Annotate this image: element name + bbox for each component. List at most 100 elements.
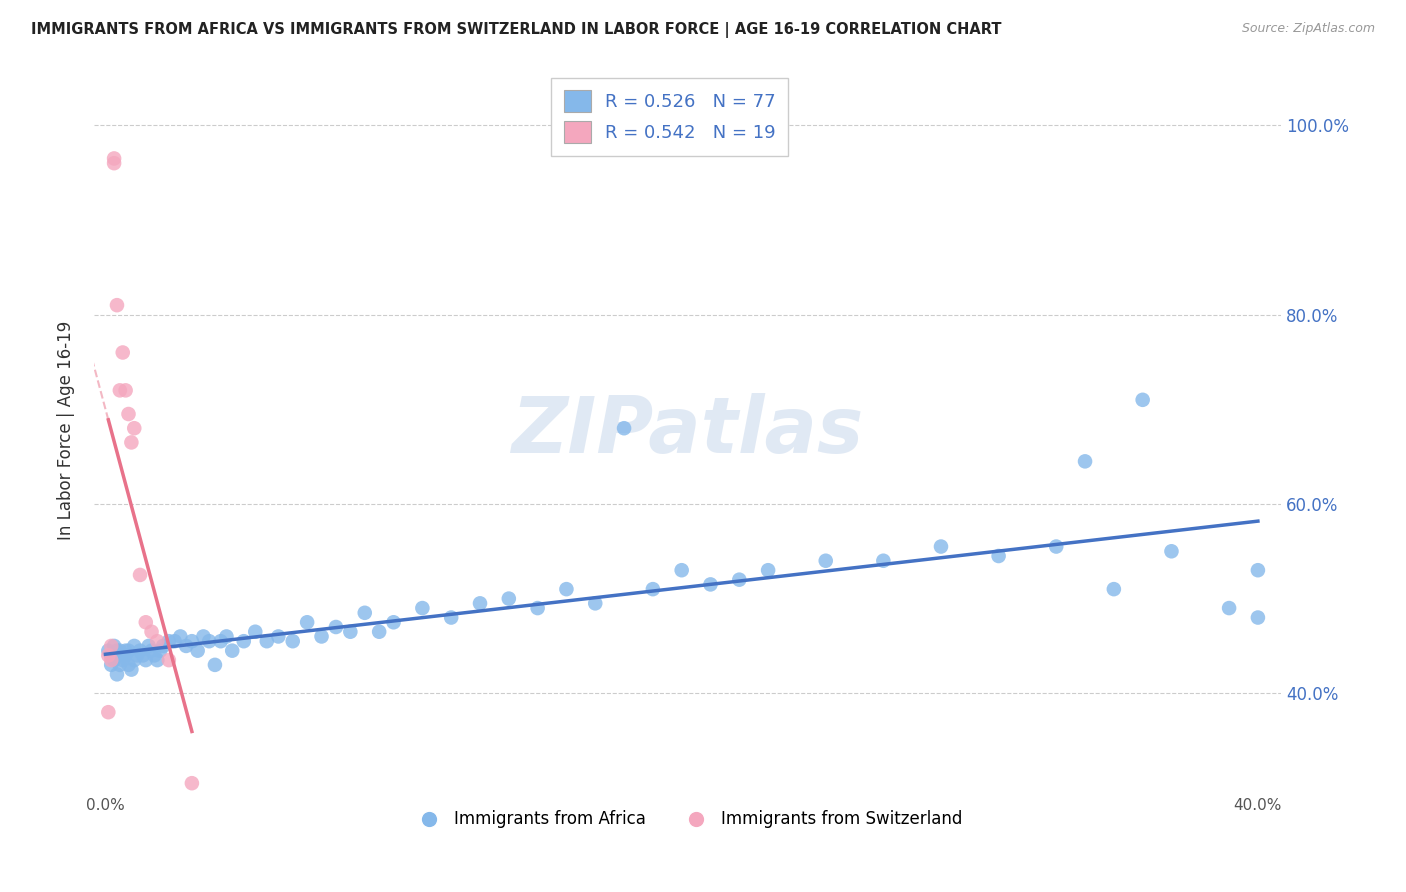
Point bbox=[198, 634, 221, 648]
Point bbox=[339, 624, 361, 639]
Point bbox=[105, 667, 128, 681]
Point bbox=[97, 705, 120, 719]
Point bbox=[114, 384, 136, 398]
Point bbox=[267, 630, 290, 644]
Point bbox=[1102, 582, 1125, 596]
Point bbox=[100, 648, 122, 663]
Point bbox=[728, 573, 751, 587]
Point bbox=[193, 630, 215, 644]
Point bbox=[232, 634, 254, 648]
Point bbox=[135, 615, 157, 630]
Point bbox=[1132, 392, 1154, 407]
Point bbox=[146, 634, 169, 648]
Point bbox=[180, 634, 202, 648]
Point bbox=[129, 643, 152, 657]
Point bbox=[117, 407, 139, 421]
Point bbox=[1247, 610, 1270, 624]
Point bbox=[127, 648, 149, 663]
Point bbox=[498, 591, 520, 606]
Point bbox=[814, 554, 837, 568]
Point bbox=[135, 653, 157, 667]
Point bbox=[152, 639, 174, 653]
Point bbox=[311, 630, 333, 644]
Point bbox=[671, 563, 693, 577]
Point bbox=[281, 634, 304, 648]
Point bbox=[103, 653, 125, 667]
Point bbox=[699, 577, 721, 591]
Point bbox=[221, 643, 243, 657]
Legend: Immigrants from Africa, Immigrants from Switzerland: Immigrants from Africa, Immigrants from … bbox=[406, 804, 969, 835]
Point bbox=[132, 648, 155, 663]
Point bbox=[97, 643, 120, 657]
Text: Source: ZipAtlas.com: Source: ZipAtlas.com bbox=[1241, 22, 1375, 36]
Point bbox=[209, 634, 232, 648]
Point bbox=[1247, 563, 1270, 577]
Point bbox=[97, 648, 120, 663]
Point bbox=[141, 643, 163, 657]
Point bbox=[143, 648, 166, 663]
Point bbox=[129, 568, 152, 582]
Point bbox=[215, 630, 238, 644]
Point bbox=[105, 643, 128, 657]
Point bbox=[114, 643, 136, 657]
Point bbox=[157, 653, 180, 667]
Text: IMMIGRANTS FROM AFRICA VS IMMIGRANTS FROM SWITZERLAND IN LABOR FORCE | AGE 16-19: IMMIGRANTS FROM AFRICA VS IMMIGRANTS FRO… bbox=[31, 22, 1001, 38]
Point bbox=[468, 596, 491, 610]
Point bbox=[122, 653, 145, 667]
Point bbox=[180, 776, 202, 790]
Text: ZIPatlas: ZIPatlas bbox=[512, 392, 863, 468]
Point bbox=[100, 657, 122, 672]
Point bbox=[256, 634, 278, 648]
Y-axis label: In Labor Force | Age 16-19: In Labor Force | Age 16-19 bbox=[58, 321, 75, 541]
Point bbox=[100, 639, 122, 653]
Point bbox=[122, 421, 145, 435]
Point bbox=[111, 648, 134, 663]
Point bbox=[987, 549, 1010, 563]
Point bbox=[583, 596, 606, 610]
Point bbox=[440, 610, 463, 624]
Point bbox=[1160, 544, 1182, 558]
Point bbox=[411, 601, 433, 615]
Point bbox=[108, 643, 131, 657]
Point bbox=[295, 615, 318, 630]
Point bbox=[111, 653, 134, 667]
Point bbox=[204, 657, 226, 672]
Point bbox=[146, 653, 169, 667]
Point bbox=[325, 620, 347, 634]
Point bbox=[555, 582, 578, 596]
Point bbox=[187, 643, 209, 657]
Point bbox=[353, 606, 375, 620]
Point bbox=[613, 421, 636, 435]
Point bbox=[174, 639, 197, 653]
Point bbox=[120, 663, 142, 677]
Point bbox=[1218, 601, 1240, 615]
Point bbox=[117, 657, 139, 672]
Point bbox=[1074, 454, 1097, 468]
Point bbox=[103, 156, 125, 170]
Point bbox=[149, 643, 172, 657]
Point bbox=[117, 643, 139, 657]
Point bbox=[1045, 540, 1067, 554]
Point bbox=[245, 624, 267, 639]
Point bbox=[111, 345, 134, 359]
Point bbox=[114, 648, 136, 663]
Point bbox=[157, 634, 180, 648]
Point bbox=[141, 624, 163, 639]
Point bbox=[382, 615, 405, 630]
Point bbox=[756, 563, 779, 577]
Point bbox=[929, 540, 952, 554]
Point bbox=[163, 634, 186, 648]
Point bbox=[169, 630, 191, 644]
Point bbox=[103, 639, 125, 653]
Point bbox=[526, 601, 548, 615]
Point bbox=[108, 657, 131, 672]
Point bbox=[368, 624, 391, 639]
Point bbox=[641, 582, 664, 596]
Point bbox=[108, 384, 131, 398]
Point bbox=[120, 435, 142, 450]
Point bbox=[872, 554, 894, 568]
Point bbox=[105, 298, 128, 312]
Point bbox=[103, 152, 125, 166]
Point bbox=[122, 639, 145, 653]
Point bbox=[138, 639, 160, 653]
